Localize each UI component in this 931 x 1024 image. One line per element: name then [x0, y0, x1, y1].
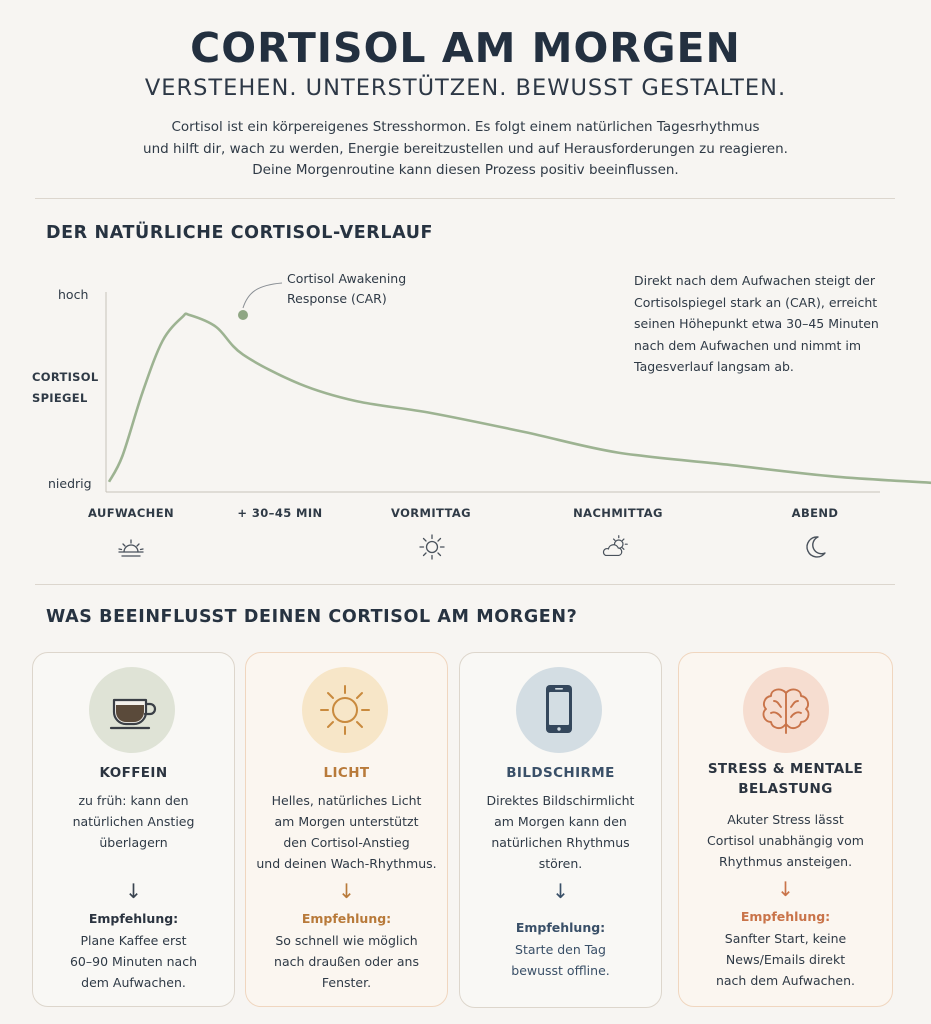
divider: [35, 584, 895, 585]
description-line: seinen Höhepunkt etwa 30–45 Minuten: [634, 316, 879, 331]
arrow-down-icon: ↓: [338, 879, 355, 903]
divider: [35, 198, 895, 199]
recommendation-label: Empfehlung:: [740, 909, 831, 924]
recommendation-line: bewusst offline.: [511, 963, 610, 978]
coffee-cup-icon: [109, 698, 157, 730]
factors-section-title: WAS BEEINFLUSST DEINEN CORTISOL AM MORGE…: [46, 607, 578, 627]
peak-point: [238, 310, 248, 320]
icon-circle: [89, 667, 175, 753]
description-line: Direkt nach dem Aufwachen steigt der: [634, 273, 875, 288]
y-axis-label: CORTISOL SPIEGEL: [32, 367, 98, 409]
card-title: STRESS & MENTALE BELASTUNG: [679, 759, 892, 799]
peak-annotation-line: Cortisol Awakening: [287, 271, 407, 286]
x-label-aufwachen: AUFWACHEN: [88, 506, 174, 520]
y-tick-low: niedrig: [48, 476, 92, 491]
recommendation-line: Fenster.: [321, 975, 372, 990]
card-body-line: Cortisol unabhängig vom: [707, 833, 864, 848]
recommendation-text: So schnell wie möglich nach draußen oder…: [246, 930, 447, 993]
cortisol-curve: [107, 312, 931, 485]
card-body-line: Rhythmus ansteigen.: [718, 854, 853, 869]
peak-annotation: Cortisol Awakening Response (CAR): [287, 269, 406, 309]
card-body: Direktes Bildschirmlicht am Morgen kann …: [460, 790, 661, 874]
recommendation-text: Sanfter Start, keine News/Emails direkt …: [679, 928, 892, 991]
y-tick-high: hoch: [58, 287, 89, 302]
icon-circle: [516, 667, 602, 753]
recommendation-line: nach draußen oder ans: [274, 954, 419, 969]
icon-circle: [743, 667, 829, 753]
page-subtitle: VERSTEHEN. UNTERSTÜTZEN. BEWUSST GESTALT…: [144, 75, 787, 101]
intro-text: Cortisol ist ein körpereigenes Stresshor…: [0, 117, 931, 182]
recommendation-line: 60–90 Minuten nach: [69, 954, 197, 969]
card-body-line: am Morgen kann den: [494, 814, 627, 829]
factor-card-stress: STRESS & MENTALE BELASTUNG Akuter Stress…: [678, 652, 893, 1007]
x-label-nachmittag: NACHMITTAG: [573, 506, 663, 520]
peak-annotation-line: Response (CAR): [287, 291, 387, 306]
card-body: zu früh: kann den natürlichen Anstieg üb…: [33, 790, 234, 853]
recommendation-label: Empfehlung:: [301, 911, 392, 926]
sunrise-icon: [118, 539, 144, 557]
x-label-30-45-min: + 30–45 MIN: [237, 506, 323, 520]
card-title: BILDSCHIRME: [506, 765, 615, 781]
intro-line: und hilft dir, wach zu werden, Energie b…: [143, 140, 788, 157]
card-body-line: natürlichen Rhythmus: [491, 835, 630, 850]
card-body-line: am Morgen unterstützt: [274, 814, 419, 829]
card-body-line: überlagern: [99, 835, 168, 850]
recommendation-text: Plane Kaffee erst 60–90 Minuten nach dem…: [33, 930, 234, 993]
chart-section-title: DER NATÜRLICHE CORTISOL-VERLAUF: [46, 223, 434, 243]
arrow-down-icon: ↓: [777, 877, 794, 901]
y-axis-label-line: SPIEGEL: [32, 391, 88, 405]
smartphone-icon: [546, 685, 572, 733]
sun-icon: [320, 685, 370, 735]
arrow-down-icon: ↓: [552, 879, 569, 903]
recommendation-line: So schnell wie möglich: [275, 933, 418, 948]
recommendation-line: Plane Kaffee erst: [80, 933, 187, 948]
page-title: CORTISOL AM MORGEN: [190, 24, 741, 72]
factor-card-licht: LICHT Helles, natürliches Licht am Morge…: [245, 652, 448, 1007]
card-title-line: STRESS & MENTALE: [707, 761, 864, 777]
card-body: Helles, natürliches Licht am Morgen unte…: [246, 790, 447, 874]
recommendation-label: Empfehlung:: [88, 911, 179, 926]
moon-icon: [806, 536, 826, 558]
description-line: Tagesverlauf langsam ab.: [634, 359, 794, 374]
card-body-line: stören.: [538, 856, 583, 871]
brain-icon: [762, 688, 810, 734]
intro-line: Deine Morgenroutine kann diesen Prozess …: [252, 162, 679, 178]
card-title: KOFFEIN: [99, 765, 168, 781]
card-title: LICHT: [323, 765, 370, 781]
factor-card-koffein: KOFFEIN zu früh: kann den natürlichen An…: [32, 652, 235, 1007]
card-title-line: BELASTUNG: [738, 781, 833, 797]
y-axis-label-line: CORTISOL: [32, 370, 99, 384]
recommendation-line: nach dem Aufwachen.: [715, 973, 856, 988]
cloud-sun-icon: [602, 535, 628, 557]
card-body: Akuter Stress lässt Cortisol unabhängig …: [679, 809, 892, 872]
sun-icon: [419, 534, 445, 560]
card-body-line: den Cortisol-Anstieg: [283, 835, 410, 850]
card-body-line: Akuter Stress lässt: [727, 812, 844, 827]
recommendation-line: News/Emails direkt: [725, 952, 846, 967]
description-line: nach dem Aufwachen und nimmt im: [634, 337, 862, 353]
intro-line: Cortisol ist ein körpereigenes Stresshor…: [171, 119, 760, 135]
cortisol-chart: [105, 282, 931, 493]
peak-leader-line: [242, 282, 283, 309]
x-label-vormittag: VORMITTAG: [390, 506, 472, 520]
chart-description: Direkt nach dem Aufwachen steigt der Cor…: [634, 270, 879, 378]
card-body-line: und deinen Wach-Rhythmus.: [256, 856, 437, 871]
factor-card-bildschirme: BILDSCHIRME Direktes Bildschirmlicht am …: [459, 652, 662, 1008]
card-body-line: Helles, natürliches Licht: [271, 793, 422, 808]
recommendation-label: Empfehlung:: [515, 920, 606, 935]
arrow-down-icon: ↓: [125, 879, 142, 903]
recommendation-line: Starte den Tag: [515, 942, 606, 957]
card-body-line: zu früh: kann den: [78, 793, 189, 808]
icon-circle: [302, 667, 388, 753]
card-body-line: natürlichen Anstieg: [72, 814, 195, 829]
card-body-line: Direktes Bildschirmlicht: [486, 793, 635, 808]
recommendation-line: dem Aufwachen.: [81, 975, 186, 990]
recommendation-line: Sanfter Start, keine: [724, 931, 847, 946]
description-line: Cortisolspiegel stark an (CAR), erreicht: [634, 294, 878, 310]
recommendation-text: Starte den Tag bewusst offline.: [460, 939, 661, 981]
x-label-abend: ABEND: [791, 506, 839, 520]
